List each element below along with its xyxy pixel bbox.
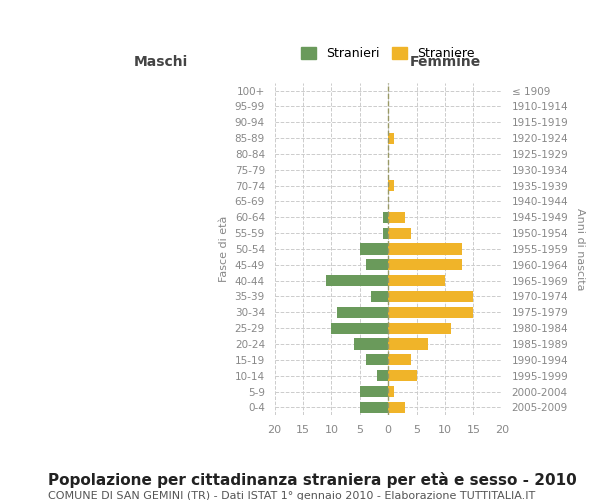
Bar (326, 275, 388, 286)
Bar (388, 275, 445, 286)
Bar (388, 132, 394, 143)
Bar (388, 260, 462, 270)
Bar (388, 291, 473, 302)
Y-axis label: Anni di nascita: Anni di nascita (575, 208, 585, 290)
Bar (331, 322, 388, 334)
Text: Popolazione per cittadinanza straniera per età e sesso - 2010: Popolazione per cittadinanza straniera p… (48, 472, 577, 488)
Bar (388, 180, 394, 191)
Bar (388, 212, 405, 223)
Text: COMUNE DI SAN GEMINI (TR) - Dati ISTAT 1° gennaio 2010 - Elaborazione TUTTITALIA: COMUNE DI SAN GEMINI (TR) - Dati ISTAT 1… (48, 491, 535, 500)
Y-axis label: Fasce di età: Fasce di età (219, 216, 229, 282)
Bar (360, 402, 388, 413)
Bar (383, 228, 388, 238)
Bar (360, 386, 388, 397)
Bar (388, 370, 416, 381)
Bar (365, 354, 388, 366)
Text: Femmine: Femmine (409, 56, 481, 70)
Bar (388, 402, 405, 413)
Bar (388, 228, 411, 238)
Bar (388, 322, 451, 334)
Bar (371, 291, 388, 302)
Bar (337, 307, 388, 318)
Bar (388, 244, 462, 254)
Bar (383, 212, 388, 223)
Bar (354, 338, 388, 349)
Bar (388, 354, 411, 366)
Bar (388, 307, 473, 318)
Bar (360, 244, 388, 254)
Bar (365, 260, 388, 270)
Bar (388, 386, 394, 397)
Legend: Stranieri, Straniere: Stranieri, Straniere (296, 42, 480, 66)
Bar (377, 370, 388, 381)
Bar (388, 338, 428, 349)
Text: Maschi: Maschi (134, 56, 188, 70)
